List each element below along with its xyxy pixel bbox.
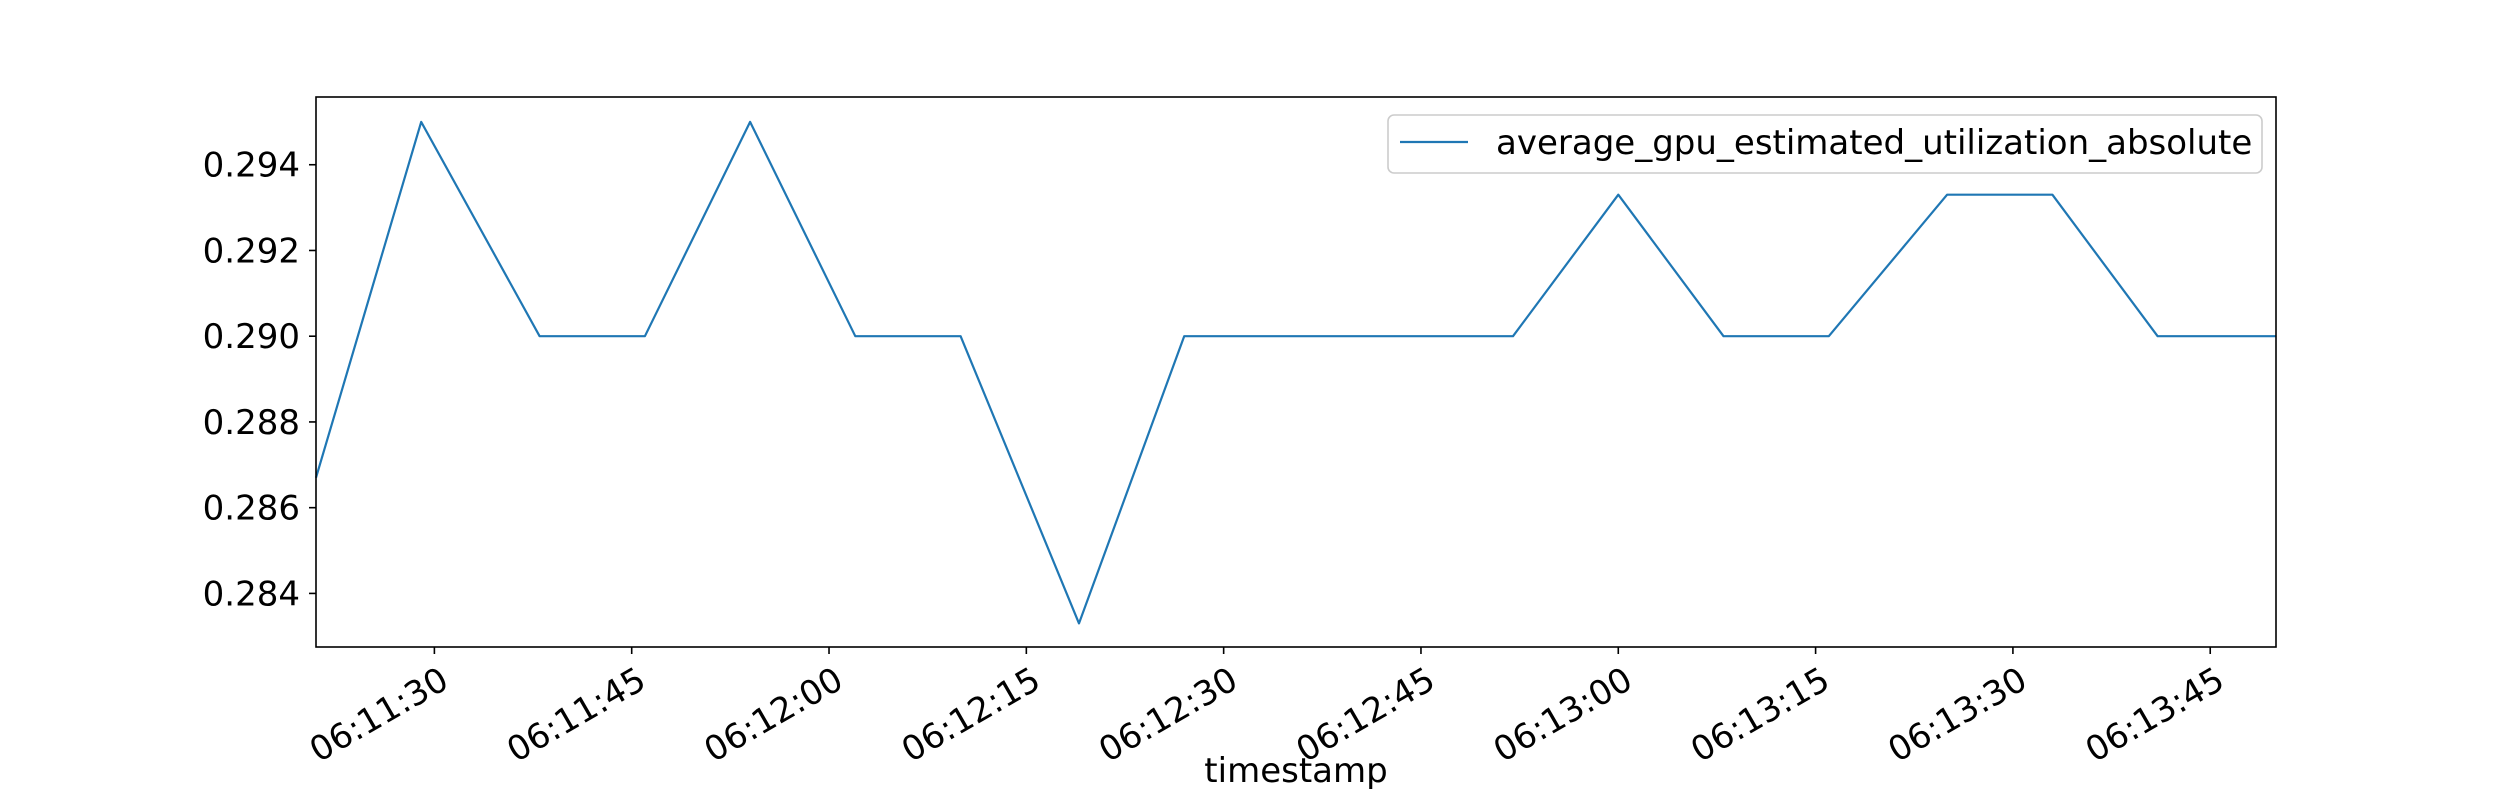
legend: average_gpu_estimated_utilization_absolu… (1387, 114, 2263, 174)
plot-frame (315, 96, 2277, 648)
data-point (1183, 335, 1185, 337)
y-tick-label: 0.286 (203, 489, 300, 529)
x-axis-title: timestamp (1204, 751, 1387, 791)
x-tick-label: 06:11:45 (500, 660, 652, 771)
y-tick-label: 0.288 (203, 403, 300, 443)
y-tick-label: 0.294 (203, 146, 300, 186)
data-point (1828, 335, 1830, 337)
legend-label: average_gpu_estimated_utilization_absolu… (1496, 123, 2252, 163)
y-axis-ticks: 0.284 0.286 0.288 0.290 0.292 0.294 (203, 146, 316, 614)
data-point (1512, 335, 1514, 337)
y-tick-label: 0.292 (203, 231, 300, 271)
x-tick-label: 06:13:45 (2079, 660, 2231, 771)
data-point (1722, 335, 1725, 337)
data-point (644, 335, 646, 337)
legend-box (1387, 114, 2263, 174)
data-point (854, 335, 856, 337)
data-point (749, 121, 751, 123)
x-tick-label: 06:12:15 (895, 660, 1047, 771)
data-point (1394, 335, 1396, 337)
x-tick-label: 06:13:30 (1882, 660, 2034, 771)
data-point (539, 335, 541, 337)
y-tick-label: 0.284 (203, 574, 300, 614)
x-tick-label: 06:11:30 (303, 660, 455, 771)
x-tick-label: 06:12:00 (698, 660, 850, 771)
data-point (960, 335, 962, 337)
series-layer (314, 120, 2277, 625)
data-point (1946, 194, 1948, 196)
y-tick-label: 0.290 (203, 317, 300, 357)
data-point (2051, 194, 2053, 196)
x-tick-label: 06:13:00 (1487, 660, 1639, 771)
data-point (420, 121, 422, 123)
series-line-0 (314, 120, 2276, 625)
data-point (2157, 335, 2159, 337)
data-point (1617, 194, 1619, 196)
data-point (1078, 622, 1080, 625)
x-tick-label: 06:13:15 (1684, 660, 1836, 771)
data-point (1288, 335, 1290, 337)
